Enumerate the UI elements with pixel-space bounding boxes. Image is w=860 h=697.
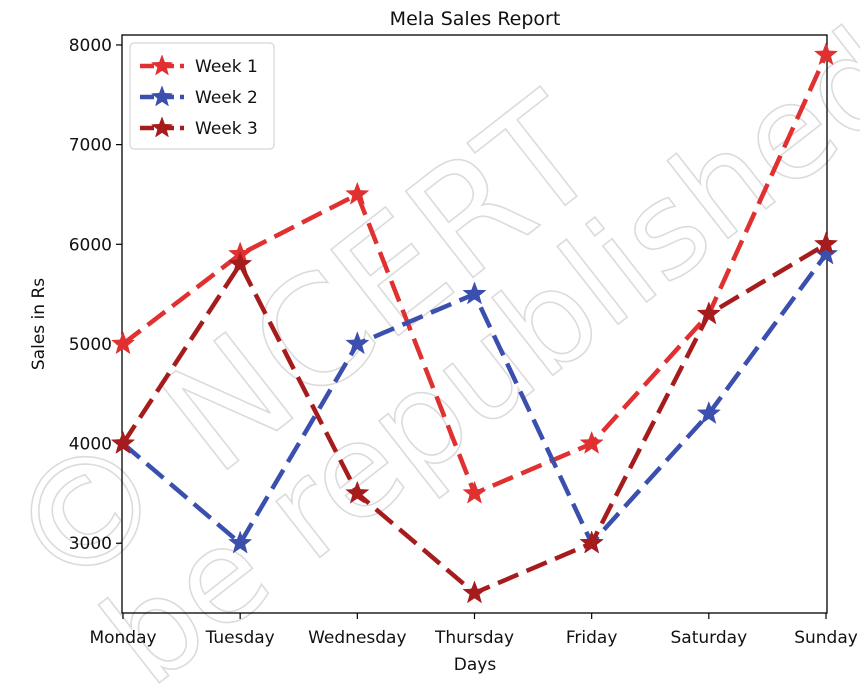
- y-tick-label-5000: 5000: [69, 335, 112, 355]
- legend: Week 1 Week 2 Week 3: [129, 42, 275, 150]
- data-point-week-2-wednesday: [345, 331, 370, 355]
- x-tick-label-wednesday: Wednesday: [308, 628, 406, 648]
- legend-label-week-2: Week 2: [195, 88, 258, 108]
- data-point-week-2-tuesday: [228, 530, 253, 554]
- y-axis-label: Sales in Rs: [29, 278, 49, 370]
- x-tick-label-tuesday: Tuesday: [205, 628, 275, 648]
- chart-title: Mela Sales Report: [390, 8, 561, 30]
- y-tick-label-8000: 8000: [69, 36, 112, 56]
- data-point-week-3-tuesday: [228, 251, 253, 275]
- x-tick-label-monday: Monday: [89, 628, 156, 648]
- x-tick-label-friday: Friday: [566, 628, 618, 648]
- data-point-week-1-wednesday: [345, 181, 370, 205]
- legend-marker-week-3: [150, 116, 174, 138]
- legend-marker-week-1: [150, 54, 174, 76]
- y-tick-label-6000: 6000: [69, 235, 112, 255]
- y-tick-label-4000: 4000: [69, 435, 112, 455]
- y-tick-label-3000: 3000: [69, 534, 112, 554]
- data-point-week-1-sunday: [813, 42, 839, 66]
- x-tick-label-saturday: Saturday: [671, 628, 748, 648]
- legend-marker-week-2: [150, 85, 174, 107]
- data-point-week-2-thursday: [462, 281, 487, 305]
- data-point-week-3-wednesday: [345, 480, 370, 504]
- x-tick-label-sunday: Sunday: [794, 628, 858, 648]
- axis-ticks: Monday Tuesday Wednesday Thursday Friday Satu…: [69, 36, 858, 648]
- legend-label-week-3: Week 3: [195, 119, 258, 139]
- data-point-week-2-saturday: [696, 400, 721, 424]
- data-point-week-1-monday: [110, 331, 136, 355]
- legend-label-week-1: Week 1: [195, 57, 258, 77]
- x-tick-label-thursday: Thursday: [434, 628, 514, 648]
- data-point-week-1-thursday: [462, 480, 487, 504]
- data-point-week-3-sunday: [813, 231, 839, 255]
- data-point-week-3-friday: [579, 530, 604, 554]
- data-point-week-3-thursday: [462, 580, 487, 604]
- data-point-week-3-saturday: [696, 301, 721, 325]
- x-axis-label: Days: [454, 655, 497, 675]
- data-point-week-1-friday: [579, 430, 604, 454]
- y-tick-label-7000: 7000: [69, 136, 112, 156]
- data-point-week-3-monday: [110, 430, 136, 454]
- series-lines: [110, 42, 839, 604]
